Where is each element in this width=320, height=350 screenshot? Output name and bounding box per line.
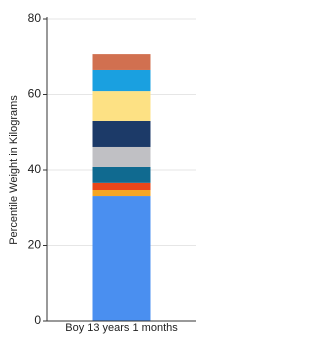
bar-segment: [92, 166, 151, 183]
y-tick-label: 80: [28, 11, 42, 25]
y-tick-label: 60: [28, 87, 42, 101]
x-tick-label: Boy 13 years 1 months: [65, 322, 178, 334]
bar-segment: [92, 182, 151, 191]
y-axis-label: Percentile Weight in Kilograms: [8, 95, 20, 245]
bar-segment: [92, 120, 151, 147]
bar-segment: [92, 54, 151, 70]
y-tick-label: 20: [28, 238, 42, 252]
y-tick-label: 0: [34, 313, 41, 327]
bar-segment: [92, 91, 151, 121]
chart: Percentile Weight in Kilograms 0 20 40 60 80…: [8, 11, 196, 334]
bar-segment: [92, 190, 151, 197]
bar-segment: [92, 69, 151, 92]
y-tick-label: 40: [28, 162, 42, 176]
bar-segment: [92, 146, 151, 167]
bar-segment: [92, 196, 151, 321]
